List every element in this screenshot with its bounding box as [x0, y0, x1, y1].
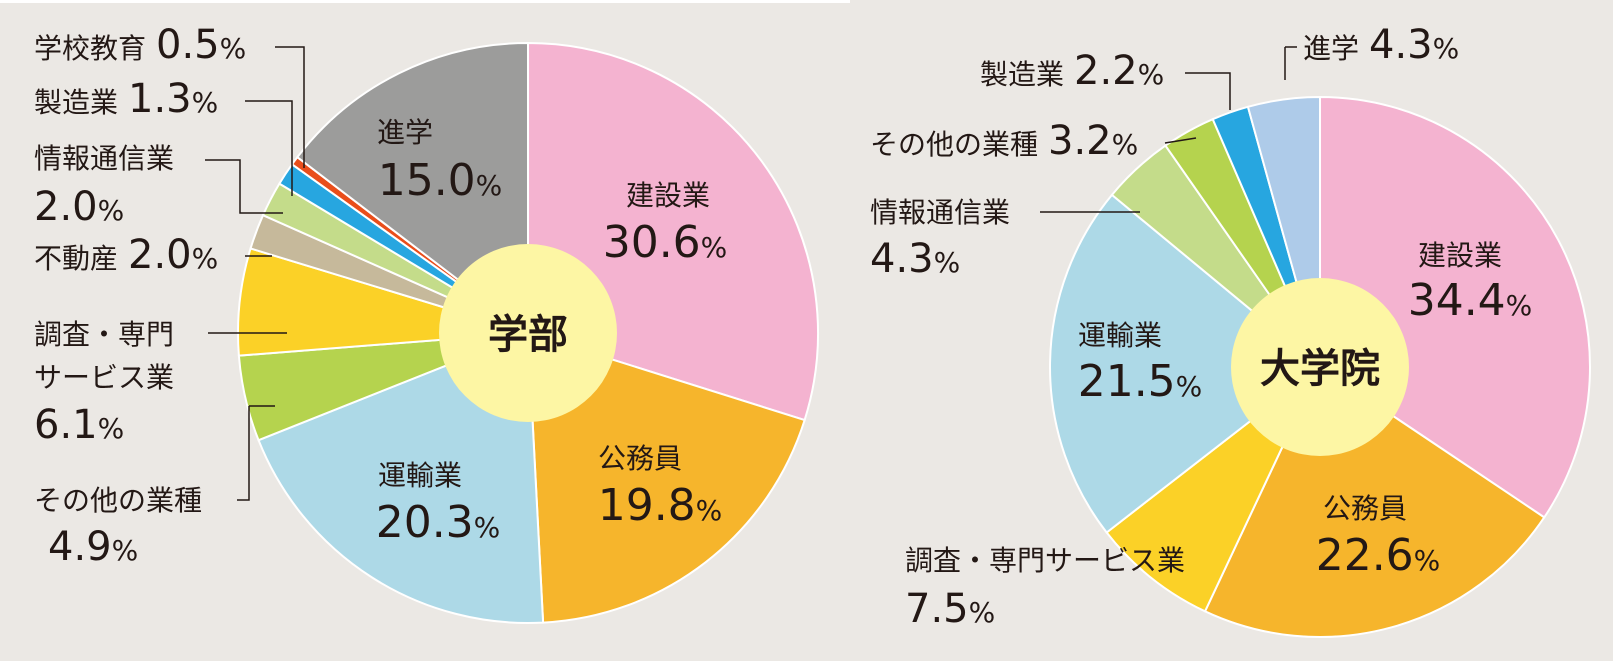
label-public-undergrad: 公務員: [598, 442, 682, 475]
center-disc-graduate: [1231, 278, 1409, 456]
pie-slice-undergrad-1: [526, 331, 806, 624]
label-info-undergrad: 情報通信業: [34, 142, 174, 175]
label-other-graduate: その他の業種 3.2%: [870, 118, 1138, 164]
label-realestate-undergrad: 不動産 2.0%: [34, 232, 218, 278]
label-research-graduate: 調査・専門サービス業: [905, 544, 1185, 577]
value-construction-graduate: 34.4%: [1408, 275, 1533, 326]
label-school-undergrad: 学校教育 0.5%: [34, 22, 246, 68]
leader-lines-graduate: [1040, 46, 1297, 213]
value-research-undergrad: 6.1%: [34, 402, 124, 448]
pie-slice-graduate-0: [1319, 95, 1591, 519]
value-public-graduate: 22.6%: [1316, 530, 1441, 581]
value-further-undergrad: 15.0%: [378, 155, 503, 206]
pie-slice-graduate-3: [1049, 193, 1322, 534]
value-info-graduate: 4.3%: [870, 236, 960, 282]
label-mfg-undergrad: 製造業 1.3%: [34, 76, 218, 122]
top-divider: [0, 0, 850, 3]
center-label-undergrad: 学部: [488, 312, 568, 358]
value-construction-undergrad: 30.6%: [603, 217, 728, 268]
label-transport-graduate: 運輸業: [1078, 319, 1162, 352]
label-public-graduate: 公務員: [1323, 492, 1407, 525]
label-further-undergrad: 進学: [377, 116, 433, 149]
label-other-undergrad: その他の業種: [34, 484, 202, 517]
value-other-undergrad: 4.9%: [48, 524, 138, 570]
label-construction-graduate: 建設業: [1418, 239, 1502, 272]
center-label-graduate: 大学院: [1260, 346, 1380, 392]
value-transport-graduate: 21.5%: [1078, 356, 1203, 407]
label-further-graduate: 進学 4.3%: [1303, 22, 1459, 68]
center-disc-undergrad: [439, 244, 617, 422]
label-mfg-graduate: 製造業 2.2%: [980, 48, 1164, 94]
label-research-undergrad-2: サービス業: [34, 361, 174, 394]
label-info-graduate: 情報通信業: [870, 196, 1010, 229]
value-info-undergrad: 2.0%: [34, 184, 124, 230]
label-research-undergrad-1: 調査・専門: [34, 318, 174, 351]
value-public-undergrad: 19.8%: [598, 480, 723, 531]
value-transport-undergrad: 20.3%: [376, 497, 501, 548]
label-construction-undergrad: 建設業: [626, 179, 710, 212]
leader-lines-undergrad: [205, 46, 305, 501]
pie-slice-undergrad-2: [257, 331, 545, 625]
pie-slice-undergrad-9: [295, 41, 529, 336]
label-transport-undergrad: 運輸業: [378, 459, 462, 492]
value-research-graduate: 7.5%: [905, 586, 995, 632]
